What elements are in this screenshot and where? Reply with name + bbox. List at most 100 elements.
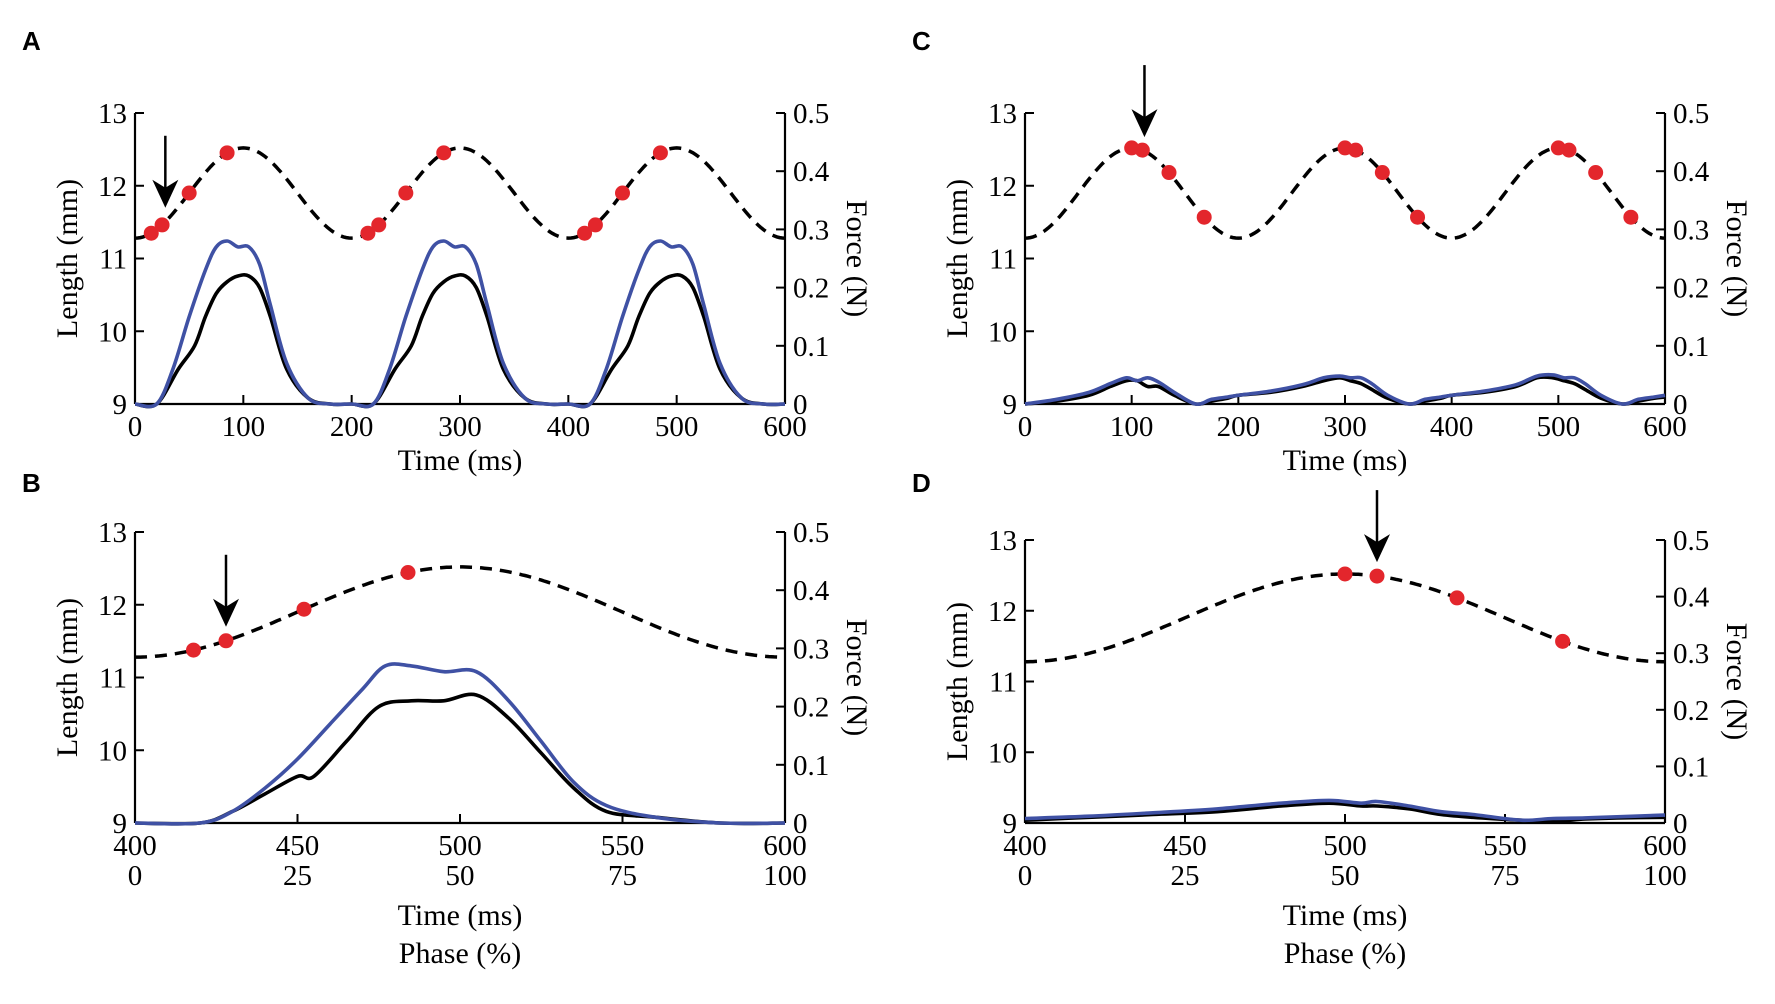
x-tick-label: 300 — [438, 411, 482, 443]
x-tick-label: 400 — [1003, 830, 1047, 862]
x-tick-label: 600 — [763, 411, 807, 443]
stimulus-dot — [1561, 142, 1577, 158]
y-tick-label-left: 11 — [99, 663, 127, 695]
x-tick-label-phase: 50 — [1331, 860, 1360, 892]
arrow-head — [1131, 109, 1158, 138]
panel-b: B400045025500505507560010091011121300.10… — [22, 468, 873, 970]
y-tick-label-left: 9 — [113, 808, 128, 840]
x-tick-label: 0 — [128, 411, 143, 443]
y-tick-label-left: 10 — [98, 735, 127, 767]
x-tick-label: 0 — [1018, 411, 1033, 443]
x-tick-label: 400 — [1430, 411, 1474, 443]
y-axis-title-left: Length (mm) — [51, 179, 84, 338]
stimulus-dot — [652, 145, 668, 161]
y-tick-label-left: 10 — [98, 316, 127, 348]
stimulus-dot — [1196, 209, 1212, 225]
passive-force-line — [1024, 801, 1666, 824]
active-force-line — [1024, 798, 1666, 823]
x-tick-label-phase: 0 — [1018, 860, 1033, 892]
y-tick-label-right: 0.4 — [793, 156, 830, 188]
x-tick-label: 550 — [1483, 830, 1527, 862]
x-tick-label: 450 — [276, 830, 320, 862]
stimulus-dot — [1134, 142, 1150, 158]
x-tick-label: 200 — [1217, 411, 1261, 443]
panel-label: B — [22, 468, 41, 498]
panel-c: C 0 100 200 300 400 500 600 9 10 11 12 13 0 0.1 0.2 0.3 0… — [912, 26, 1753, 477]
stimulus-dot — [1449, 590, 1465, 606]
x-tick-label: 600 — [1643, 830, 1687, 862]
stimulus-dot — [143, 225, 159, 241]
arrow-head — [1364, 534, 1390, 563]
x-tick-label: 600 — [1643, 411, 1687, 443]
stimulus-dot — [1369, 568, 1385, 584]
stimulus-dot — [296, 601, 312, 617]
x-tick-label: 300 — [1323, 411, 1367, 443]
y-tick-label-right: 0.1 — [793, 750, 829, 782]
x-tick-label: 500 — [1537, 411, 1581, 443]
y-tick-label-right: 0 — [1673, 389, 1688, 421]
x-axis-title: Time (ms) — [398, 444, 523, 477]
stimulus-dot — [1588, 165, 1604, 181]
y-axis-title-right: Force (N) — [1720, 623, 1753, 740]
x-tick-label: 500 — [1323, 830, 1367, 862]
y-tick-label-right: 0.4 — [1673, 582, 1710, 614]
x-tick-label-phase: 25 — [283, 860, 312, 892]
x-tick-label: 500 — [438, 830, 482, 862]
active-force-line — [134, 239, 786, 409]
panel-label: D — [912, 468, 931, 498]
y-tick-label-left: 11 — [989, 667, 1017, 699]
stimulus-dot — [181, 185, 197, 201]
y-tick-label-right: 0.2 — [1673, 695, 1709, 727]
active-force-line — [1024, 372, 1666, 406]
y-tick-label-right: 0 — [793, 389, 808, 421]
stimulus-dot — [1623, 209, 1639, 225]
y-tick-label-left: 13 — [988, 525, 1017, 557]
x-tick-label-phase: 50 — [446, 860, 475, 892]
y-tick-label-right: 0.3 — [1673, 214, 1709, 246]
x-axis-title-phase: Phase (%) — [1284, 937, 1406, 970]
y-tick-label-left: 10 — [988, 316, 1017, 348]
length-trace — [134, 146, 786, 240]
y-tick-label-right: 0.5 — [793, 517, 829, 549]
y-tick-label-right: 0.1 — [793, 331, 829, 363]
arrow-head — [152, 179, 179, 208]
stimulus-dot — [398, 185, 414, 201]
panel-label: C — [912, 26, 931, 56]
y-tick-label-left: 12 — [98, 171, 127, 203]
stimulus-dot — [360, 225, 376, 241]
y-tick-label-right: 0.3 — [793, 633, 829, 665]
x-tick-label-phase: 0 — [128, 860, 143, 892]
x-tick-label: 400 — [547, 411, 591, 443]
y-tick-label-right: 0.4 — [1673, 156, 1710, 188]
y-tick-label-left: 9 — [1003, 808, 1018, 840]
y-axis-title-right: Force (N) — [840, 200, 873, 317]
x-tick-label: 100 — [222, 411, 266, 443]
x-tick-label-phase: 75 — [1491, 860, 1520, 892]
stimulus-dot — [371, 217, 387, 233]
x-tick-label: 600 — [763, 830, 807, 862]
length-trace — [1025, 572, 1665, 664]
y-tick-label-right: 0.4 — [793, 575, 830, 607]
stimulus-dot — [436, 145, 452, 161]
passive-force-line — [134, 692, 786, 826]
y-tick-label-left: 13 — [988, 98, 1017, 130]
stimulus-dot — [1374, 165, 1390, 181]
x-tick-label-phase: 75 — [608, 860, 637, 892]
x-tick-label: 550 — [601, 830, 645, 862]
passive-force-line — [134, 273, 786, 409]
y-axis-title-left: Length (mm) — [51, 598, 84, 757]
y-axis-title-right: Force (N) — [840, 619, 873, 736]
y-tick-label-left: 13 — [98, 517, 127, 549]
stimulus-dot — [186, 642, 201, 658]
stimulus-dot — [587, 217, 603, 233]
y-tick-label-left: 9 — [113, 389, 128, 421]
active-force-line — [134, 662, 786, 826]
y-tick-label-left: 11 — [989, 244, 1017, 276]
y-axis-title-left: Length (mm) — [941, 602, 974, 761]
y-tick-label-right: 0.1 — [1673, 331, 1709, 363]
panel-label: A — [22, 26, 41, 56]
x-tick-label: 100 — [1110, 411, 1154, 443]
stimulus-dot — [219, 145, 235, 161]
y-tick-label-right: 0 — [793, 808, 808, 840]
